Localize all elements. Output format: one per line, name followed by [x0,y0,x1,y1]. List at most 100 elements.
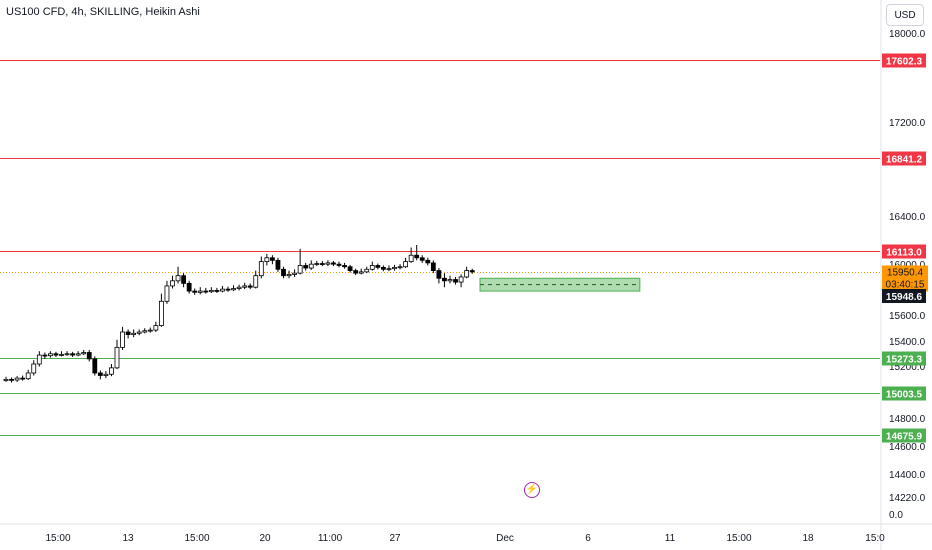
candle-body [175,275,181,282]
candle-body [414,254,420,259]
level-label: 16841.2 [886,155,923,166]
candle [447,275,453,284]
candle [386,265,392,272]
crosshair-price-label: 15948.6 [886,292,923,303]
candle [286,270,292,279]
candle-body [375,265,381,268]
candle-body [3,378,9,382]
candle [453,276,458,285]
candle-body [247,285,253,288]
candle-body [53,353,59,356]
candle [120,326,125,350]
candle-body [281,268,286,277]
candle [9,377,14,383]
candle-body [31,363,37,374]
candle-body [203,290,209,293]
candle-body [125,331,131,335]
currency-selector[interactable]: USD [886,4,924,26]
candle [3,376,9,382]
level-label: 15003.5 [886,390,923,401]
candle [336,261,342,268]
candle [203,287,209,294]
candle [353,268,359,276]
level-label-bg [882,53,926,68]
candle-body [81,352,87,355]
candle [331,260,336,267]
y-tick-label: 14600.0 [889,442,926,453]
candle-body [342,265,347,268]
candle [14,376,20,382]
x-tick-label: Dec [496,533,514,544]
candle [469,268,475,274]
candle-body [214,290,220,292]
candle-body [64,353,70,356]
candle-body [153,325,159,331]
candle-body [425,259,431,264]
candle [369,261,375,271]
candle [358,268,364,275]
candle [247,283,253,290]
candle-body [86,352,92,360]
x-tick-label: 15:00 [726,533,751,544]
candle-body [142,330,148,333]
candle-body [469,270,475,273]
candle [419,255,425,263]
candle-body [447,279,453,282]
lightning-bolt-icon[interactable]: ⚡ [524,482,540,498]
candle-body [59,354,64,356]
candle [464,266,470,279]
candle-body [319,263,325,265]
candle-body [147,329,153,332]
x-tick-label: 11:00 [318,533,343,544]
candle-body [331,262,336,265]
candle-body [380,266,386,270]
y-tick-label: 15200.0 [889,362,926,373]
candle [253,270,259,289]
x-tick-label: 18 [802,533,814,544]
candle [392,264,397,271]
x-tick-label: 15:00 [45,533,70,544]
candle-body [275,259,281,270]
candle-body [186,282,192,292]
candle [81,349,87,356]
level-label: 15273.3 [886,355,923,366]
candle [319,260,325,267]
x-tick-label: 15:0 [865,533,885,544]
current-price-label: 15950.4 [887,268,924,279]
candle [442,273,447,288]
candle-body [258,261,264,277]
candle-body [430,262,436,271]
candle-body [458,276,464,283]
candle-body [442,277,447,282]
x-tick-label: 15:00 [184,533,209,544]
level-label-bg [882,386,926,401]
candle-body [20,377,26,380]
candle-body [386,268,392,271]
candle [153,321,159,333]
candle [303,262,309,271]
candle-body [192,290,198,293]
candle-body [36,354,42,365]
candle-body [453,279,458,283]
candle-body [242,285,248,288]
candle-body [336,263,342,266]
candle [408,247,414,263]
candle-body [358,271,364,274]
candle-body [197,290,203,293]
candle-body [253,275,259,288]
y-tick-label: 14400.0 [889,470,926,481]
candle-body [48,353,53,357]
candle [147,327,153,333]
candle-body [397,266,403,269]
y-tick-label: 16400.0 [889,212,926,223]
candle-body [325,262,331,265]
candle-body [419,257,425,261]
demand-zone [479,277,641,292]
candle-body [220,288,225,292]
candle-body [297,265,303,274]
candle [292,269,298,277]
candle [347,264,353,273]
y-tick-label: 15400.0 [889,337,926,348]
candle [414,244,420,261]
